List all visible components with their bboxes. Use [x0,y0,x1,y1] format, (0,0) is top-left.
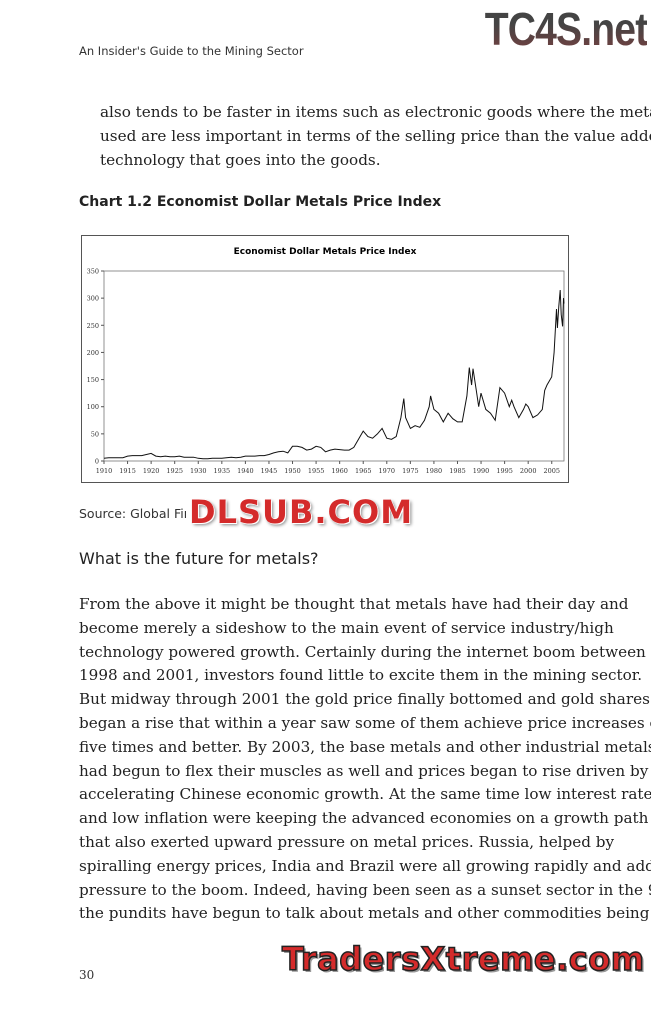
chart-title: Economist Dollar Metals Price Index [234,247,417,257]
text-line: From the above it might be thought that … [79,595,629,613]
x-tick-label: 1950 [284,467,301,475]
source-note: Source: Global Fir [79,506,189,521]
text-line: the pundits have begun to talk about met… [79,904,651,923]
text-line: technology powered growth. Certainly dur… [79,642,646,661]
x-tick-label: 1960 [331,467,348,475]
x-tick-label: 1925 [166,467,183,475]
text-line: began a rise that within a year saw some… [79,714,651,732]
text-line: accelerating Chinese economic growth. At… [79,785,651,804]
text-line: become merely a sideshow to the main eve… [79,618,614,637]
x-tick-label: 1920 [143,467,160,475]
x-tick-label: 1975 [402,467,419,475]
price-index-chart: Economist Dollar Metals Price Index 0 50 1… [87,247,565,475]
text-line: also tends to be faster in items such as… [100,103,651,121]
y-tick-label: 300 [87,295,99,303]
y-tick-label: 200 [87,349,99,357]
chart-caption: Chart 1.2 Economist Dollar Metals Price … [79,194,442,210]
x-tick-label: 2005 [543,467,560,475]
x-tick-label: 2000 [520,467,537,475]
y-tick-label: 100 [87,403,99,411]
y-tick-label: 350 [87,268,99,276]
y-tick-label: 50 [91,430,99,438]
chart-frame: Economist Dollar Metals Price Index 0 50 1… [81,235,569,483]
y-tick-label: 250 [87,322,99,330]
x-tick-label: 1930 [190,467,207,475]
text-line: had begun to flex their muscles as well … [79,761,649,780]
running-title: An Insider's Guide to the Mining Sector [79,44,304,58]
series-line [103,289,565,460]
text-line: technology that goes into the goods. [100,151,381,170]
text-line: that also exerted upward pressure on met… [79,833,615,851]
section-heading: What is the future for metals? [79,549,319,568]
x-tick-label: 1965 [355,467,372,475]
text-line: pressure to the boom. Indeed, having bee… [79,880,651,899]
x-tick-label: 1995 [496,467,513,475]
watermark-tradersxtreme: TradersXtreme.com [281,939,645,979]
x-tick-label: 1955 [308,467,325,475]
x-tick-label: 1985 [449,467,466,475]
text-line: spiralling energy prices, India and Braz… [79,856,651,875]
x-tick-label: 1970 [379,467,396,475]
y-tick-label: 0 [95,458,99,466]
text-line: used are less important in terms of the … [100,127,651,146]
x-tick-label: 1990 [473,467,490,475]
y-tick-label: 150 [87,376,99,384]
plot-area [103,270,565,462]
watermark-logo-tc4s: TC4S.net [484,3,648,55]
x-tick-label: 1940 [237,467,254,475]
watermark-dlsub: DLSUB.COM [186,494,417,530]
x-tick-label: 1915 [119,467,136,475]
text-line: five times and better. By 2003, the base… [79,737,651,756]
x-tick-label: 1910 [96,467,113,475]
x-tick-label: 1980 [426,467,443,475]
x-tick-label: 1945 [261,467,278,475]
text-line: But midway through 2001 the gold price f… [79,690,650,709]
text-line: and low inflation were keeping the advan… [79,809,649,828]
text-line: 1998 and 2001, investors found little to… [79,666,643,685]
x-tick-label: 1935 [214,467,231,475]
page-number: 30 [79,968,95,982]
